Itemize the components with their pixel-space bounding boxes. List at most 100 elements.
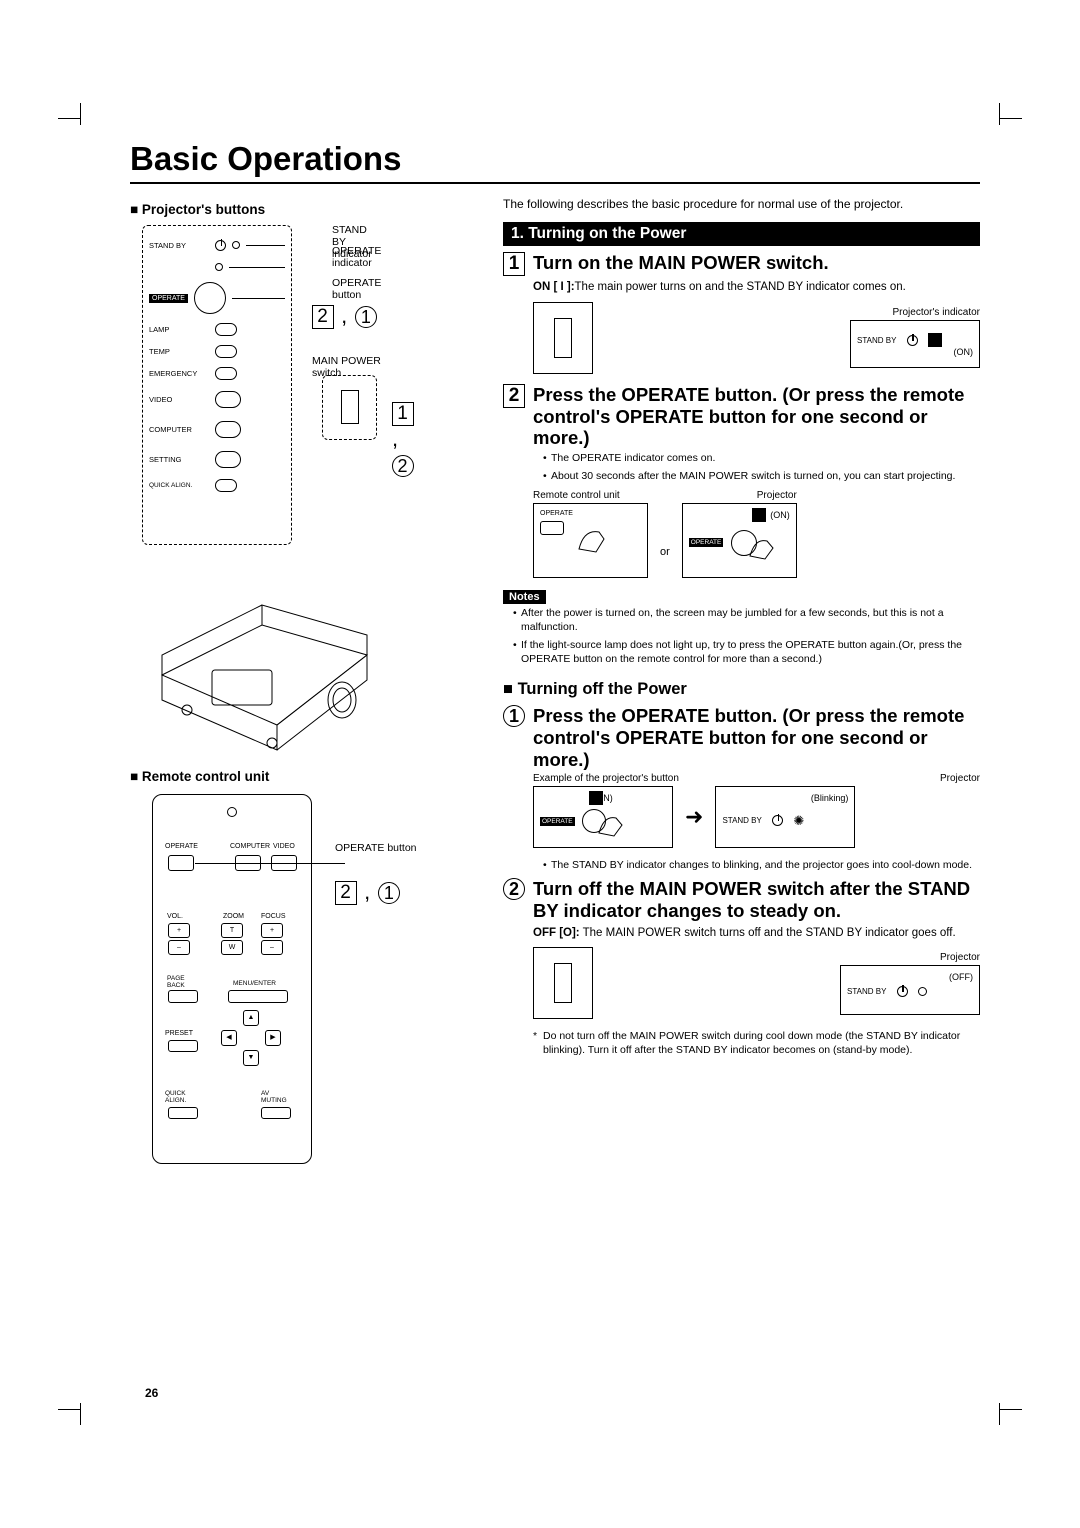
operate-button-label: OPERATE button (332, 277, 382, 301)
panel-label: QUICK ALIGN. (149, 482, 209, 489)
left-column: Projector's buttons STAND BY OPERATE LAM… (130, 196, 475, 1164)
remote-pageback-label: PAGE BACK (167, 975, 197, 989)
off-step-1-title: Press the OPERATE button. (Or press the … (533, 705, 980, 770)
light-on-icon: ☀ (589, 791, 603, 805)
standby-off-figure: (OFF) STAND BY (840, 965, 980, 1015)
panel-label: EMERGENCY (149, 369, 209, 378)
projector-panel-figure: STAND BY OPERATE LAMP TEMP EMERGENCY VID… (142, 225, 382, 545)
step-ref-a: 2 , 1 (312, 303, 377, 329)
projector-drawing (142, 555, 382, 755)
remote-minus-icon: – (168, 940, 190, 955)
hand-press-icon (574, 524, 614, 554)
note-item: If the light-source lamp does not light … (513, 638, 980, 666)
light-on-icon: ☀ (752, 508, 766, 522)
mini-button-icon (215, 367, 237, 380)
mini-button-icon (215, 451, 241, 468)
remote-vol-label: VOL. (167, 913, 183, 920)
remote-zoom-label: ZOOM (223, 913, 244, 920)
indicator-figure: STAND BY ☀ (ON) (850, 320, 980, 368)
off1-caption-r: Projector (940, 773, 980, 784)
operate-tag: OPERATE (149, 294, 188, 303)
page-number: 26 (145, 1386, 158, 1400)
hand-press-icon (745, 534, 781, 562)
or-label: or (660, 546, 670, 558)
step-2-bullet: About 30 seconds after the MAIN POWER sw… (543, 469, 980, 483)
mini-button-icon (215, 421, 241, 438)
standby-blink-figure: (Blinking) STAND BY ✺ (715, 786, 855, 848)
arrow-right-icon: ➜ (685, 804, 703, 830)
off1-sub: The STAND BY indicator changes to blinki… (543, 858, 980, 872)
down-arrow-icon: ▼ (243, 1050, 259, 1066)
projector-operate-figure: (ON) ☀ OPERATE (682, 503, 797, 578)
panel-box: STAND BY OPERATE LAMP TEMP EMERGENCY VID… (142, 225, 292, 545)
projector-caption: Projector (682, 490, 797, 501)
panel-label: STAND BY (149, 241, 209, 250)
remote-focus-label: FOCUS (261, 913, 286, 920)
right-column: The following describes the basic proced… (503, 196, 980, 1164)
step-2-number: 2 (503, 384, 525, 408)
crop-mark (58, 1402, 98, 1440)
off2-caption: Projector (840, 952, 980, 963)
crop-mark (58, 88, 98, 126)
remote-figure: OPERATE COMPUTER VIDEO VOL. + – ZOOM T W… (152, 794, 312, 1164)
indicator-caption: Projector's indicator (850, 307, 980, 318)
hand-press-icon (594, 811, 630, 839)
mini-button-icon (215, 479, 237, 492)
panel-label: LAMP (149, 325, 209, 334)
footnote: Do not turn off the MAIN POWER switch du… (533, 1029, 980, 1057)
mini-button-icon (215, 391, 241, 408)
off-step-1-number: 1 (503, 705, 525, 727)
light-on-icon: ☀ (928, 333, 942, 347)
remote-preset-label: PRESET (165, 1030, 193, 1037)
remote-quick-label: QUICK ALIGN. (165, 1090, 195, 1104)
remote-caption: Remote control unit (533, 490, 648, 501)
operate-indicator-label: OPERATE indicator (332, 245, 382, 269)
step-1-sub: ON [ I ]:The main power turns on and the… (533, 280, 980, 296)
notes-heading: Notes (503, 590, 546, 604)
remote-step-ref: 2 , 1 (335, 879, 400, 905)
power-icon (907, 335, 918, 346)
power-icon (215, 240, 226, 251)
remote-plus-icon: + (168, 923, 190, 938)
remote-t-icon: T (221, 923, 243, 938)
remote-operate-figure: OPERATE (533, 503, 648, 578)
remote-av-label: AV MUTING (261, 1090, 291, 1104)
projector-buttons-heading: Projector's buttons (130, 202, 475, 217)
remote-computer-label: COMPUTER (230, 843, 270, 850)
step-2: 2 Press the OPERATE button. (Or press th… (503, 384, 980, 449)
led-icon (215, 263, 223, 271)
led-off-icon (918, 987, 927, 996)
power-icon (772, 815, 783, 826)
off-step-1: 1 Press the OPERATE button. (Or press th… (503, 705, 980, 770)
turning-off-heading: Turning off the Power (503, 680, 980, 699)
off-step-2-title: Turn off the MAIN POWER switch after the… (533, 878, 980, 922)
remote-w-icon: W (221, 940, 243, 955)
panel-label: SETTING (149, 455, 209, 464)
step-2-title: Press the OPERATE button. (Or press the … (533, 384, 980, 449)
step-1-number: 1 (503, 252, 525, 276)
up-arrow-icon: ▲ (243, 1010, 259, 1026)
main-power-label: MAIN POWER switch (312, 355, 382, 379)
panel-label: VIDEO (149, 395, 209, 404)
step-1-title: Turn on the MAIN POWER switch. (533, 252, 829, 276)
remote-operate-annotation: OPERATE button (335, 842, 417, 854)
crop-mark (982, 88, 1022, 126)
mini-button-icon (215, 345, 237, 358)
note-item: After the power is turned on, the screen… (513, 606, 980, 634)
remote-plus-icon: + (261, 923, 283, 938)
remote-heading: Remote control unit (130, 769, 475, 784)
operate-button-icon (194, 282, 226, 314)
main-power-box (322, 375, 377, 440)
off1-caption-l: Example of the projector's button (533, 773, 930, 784)
left-arrow-icon: ◀ (221, 1030, 237, 1046)
remote-operate-label: OPERATE (165, 843, 198, 850)
off-step-2-number: 2 (503, 878, 525, 900)
power-icon (897, 986, 908, 997)
mini-button-icon (215, 323, 237, 336)
main-power-off-figure (533, 947, 593, 1019)
main-power-switch-figure (533, 302, 593, 374)
turning-on-heading: 1. Turning on the Power (503, 222, 980, 246)
remote-video-label: VIDEO (273, 843, 295, 850)
step-ref-b: 1 , 2 (392, 400, 414, 478)
panel-label: TEMP (149, 347, 209, 356)
